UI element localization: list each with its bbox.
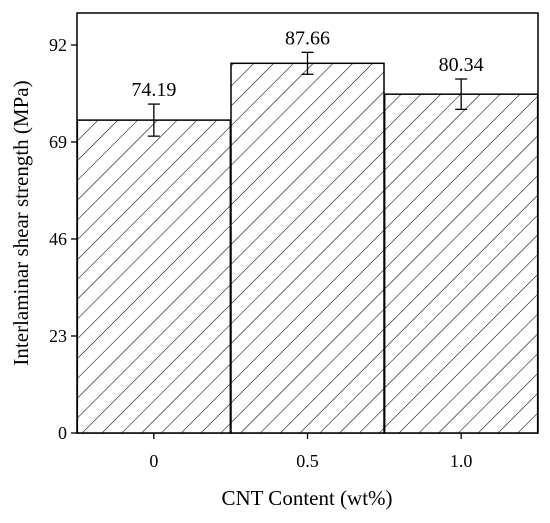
x-tick-label-0: 0	[149, 451, 158, 471]
y-tick-label-0: 0	[58, 423, 67, 443]
bar-hatch-1.0	[383, 93, 539, 434]
bar-hatch-0	[76, 119, 232, 434]
y-tick-label-69: 69	[49, 132, 67, 152]
x-tick-label-1.0: 1.0	[450, 451, 473, 471]
bars	[76, 62, 539, 434]
y-tick-label-23: 23	[49, 326, 67, 346]
y-tick-label-46: 46	[49, 229, 67, 249]
error-bars	[147, 51, 468, 137]
data-label-0: 74.19	[131, 79, 176, 101]
data-label-0.5: 87.66	[285, 27, 330, 49]
y-tick-label-92: 92	[49, 35, 67, 55]
data-labels: 74.19 87.66 80.34	[131, 27, 483, 101]
axis-ticks: 0 0.5 1.0 0 23 46 69 92	[49, 35, 472, 471]
bar-hatch-0.5	[230, 62, 385, 434]
x-axis-label: CNT Content (wt%)	[221, 486, 392, 510]
y-axis-label: Interlaminar shear strength (MPa)	[9, 80, 33, 365]
x-tick-label-0.5: 0.5	[296, 451, 319, 471]
data-label-1.0: 80.34	[439, 54, 484, 76]
